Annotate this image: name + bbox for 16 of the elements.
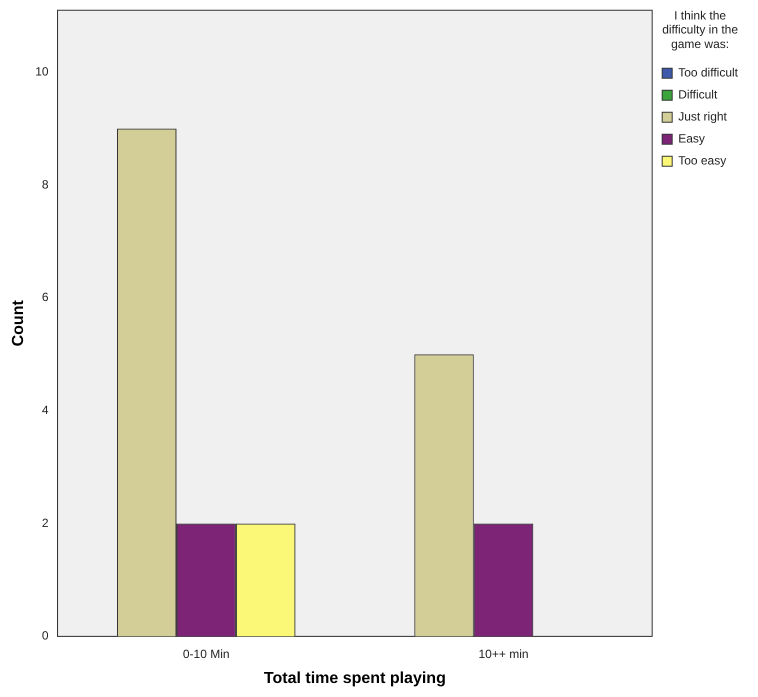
legend-title: I think the difficulty in the game was:: [662, 8, 738, 52]
x-axis-title: Total time spent playing: [264, 670, 446, 687]
y-axis-title: Count: [10, 300, 28, 346]
legend-label: Difficult: [678, 88, 718, 102]
x-tick-label: 0-10 Min: [182, 646, 230, 661]
legend-label: Too difficult: [678, 66, 739, 80]
legend-label: Just right: [678, 110, 728, 124]
y-tick-label: 6: [42, 290, 49, 304]
y-tick-label: 2: [42, 516, 49, 530]
y-tick-label: 0: [42, 628, 49, 643]
y-tick-label: 4: [42, 403, 49, 418]
legend-label: Easy: [678, 132, 705, 146]
legend-label: Too easy: [678, 154, 726, 168]
y-tick-label: 10: [35, 64, 49, 79]
x-tick-label: 10++ min: [478, 646, 529, 661]
y-tick-label: 8: [42, 177, 49, 192]
